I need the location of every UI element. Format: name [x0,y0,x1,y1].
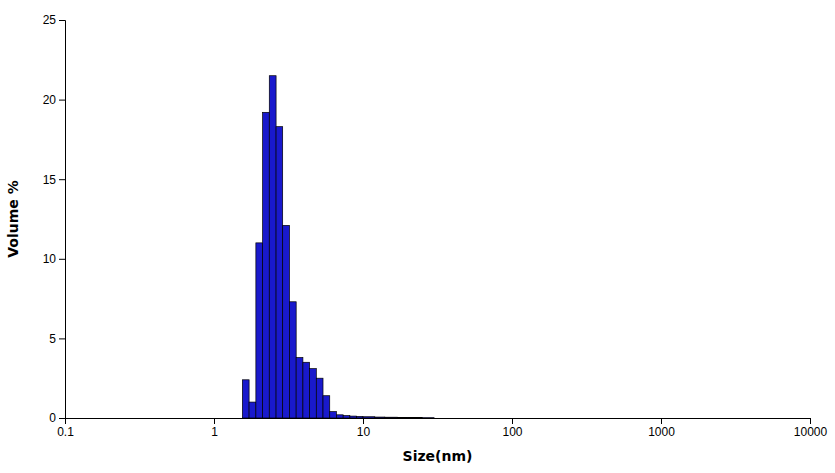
x-tick-label: 100 [502,425,522,439]
x-tick-mark [661,418,662,424]
bar [276,127,283,418]
y-axis-title: Volume % [5,180,21,257]
x-tick-mark [512,418,513,424]
bar [249,402,256,418]
bar [350,416,357,418]
bar [336,415,343,418]
y-tick-mark [59,179,65,180]
y-tick: 15 [43,173,65,187]
bar [263,112,270,418]
bar [363,417,375,418]
x-tick-label: 10 [357,425,371,439]
bar [303,362,310,418]
y-tick: 0 [49,411,65,425]
bar [375,417,385,418]
bar [310,369,317,418]
x-tick: 0.1 [57,418,74,439]
bar [289,302,296,418]
bar [296,358,303,418]
x-tick-mark [363,418,364,424]
y-tick-label: 15 [43,173,57,187]
x-tick: 10 [357,418,371,439]
x-tick-label: 1000 [648,425,675,439]
bar [385,417,398,418]
x-tick-mark [810,418,811,424]
x-tick-label: 1 [211,425,218,439]
y-tick-mark [59,338,65,339]
y-tick: 5 [49,332,65,346]
bars [242,76,434,418]
y-tick-label: 20 [43,93,57,107]
y-tick-label: 0 [49,411,56,425]
bar [343,416,350,418]
bar [323,396,330,418]
x-tick: 1000 [648,418,675,439]
chart: 0.1 1 10 100 1000 10000 0 5 10 15 20 25 Size(nm) Volu… [0,0,835,473]
y-tick-mark [59,100,65,101]
bar [269,76,276,418]
x-axis-line [66,419,811,425]
bar [397,417,408,418]
x-tick-label: 10000 [794,425,828,439]
y-axis: 0 5 10 15 20 25 [43,13,66,425]
bar [357,416,363,418]
y-tick: 25 [43,13,65,27]
x-tick-label: 0.1 [57,425,74,439]
y-tick-mark [59,259,65,260]
bar [283,225,290,418]
y-axis-line [59,21,66,419]
y-tick: 20 [43,93,65,107]
bar [422,417,434,418]
x-axis-title: Size(nm) [403,448,473,464]
y-tick-label: 5 [49,332,56,346]
y-tick-label: 10 [43,252,57,266]
bar [316,378,323,418]
x-axis: 0.1 1 10 100 1000 10000 [57,418,827,439]
y-tick-label: 25 [43,13,57,27]
bar [256,243,263,418]
y-tick: 10 [43,252,65,266]
x-tick: 1 [211,418,218,439]
y-tick-mark [59,20,65,21]
bar [330,412,337,418]
y-tick-mark [59,418,65,419]
x-tick: 10000 [794,418,828,439]
x-tick-mark [214,418,215,424]
plot: 0.1 1 10 100 1000 10000 0 5 10 15 20 25 [43,13,828,438]
bar [408,417,422,418]
bar [242,380,249,418]
x-tick: 100 [502,418,522,439]
